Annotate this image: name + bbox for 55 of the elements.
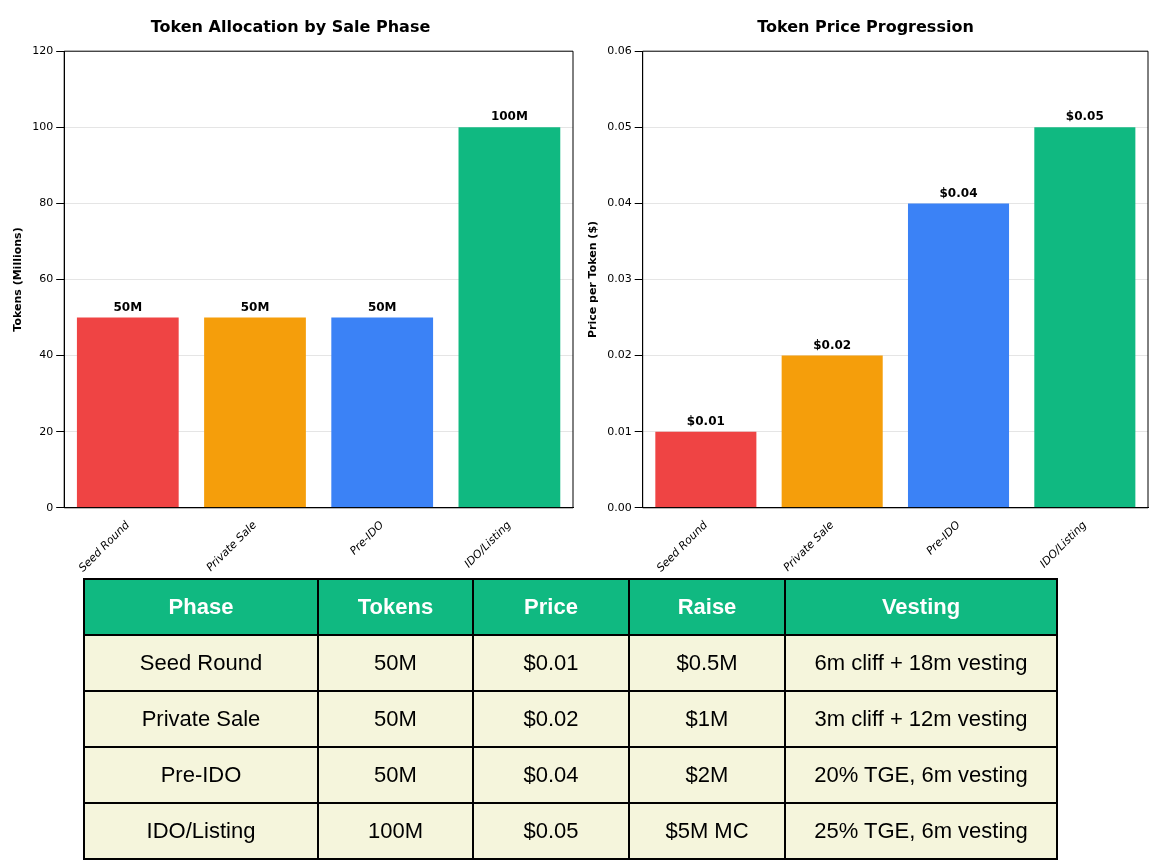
- y-tick-label: 0.05: [607, 120, 632, 134]
- data-label: 100M: [490, 109, 528, 124]
- category-label: Raise: [629, 579, 785, 635]
- y-tick-label: 0.03: [607, 272, 632, 286]
- y-tick-label: 0.00: [607, 500, 632, 514]
- y-tick-label: 0.04: [607, 196, 632, 210]
- category-label: Price: [473, 579, 629, 635]
- text: 50M: [374, 706, 417, 731]
- y-axis-title: Tokens (Millions): [11, 227, 25, 332]
- y-tick-label: 120: [32, 44, 54, 58]
- text: $0.01: [523, 650, 579, 675]
- text: 25% TGE, 6m vesting: [814, 818, 1028, 843]
- y-tick-label: 0.02: [607, 348, 632, 362]
- y-tick-label: 0.01: [607, 424, 632, 438]
- data-label: $0.01: [686, 413, 725, 428]
- text: $0.05: [523, 818, 579, 843]
- category-label: Vesting: [785, 579, 1057, 635]
- text: 3m cliff + 12m vesting: [814, 706, 1028, 731]
- text: 50M: [374, 650, 417, 675]
- data-label: 50M: [113, 299, 143, 314]
- text: 100M: [367, 818, 424, 843]
- bar: [655, 431, 757, 508]
- text: Pre-IDO: [160, 762, 242, 787]
- text: $0.5M: [676, 650, 738, 675]
- bar: [1034, 127, 1136, 508]
- bar: [907, 203, 1010, 508]
- y-tick-label: 0: [46, 500, 54, 514]
- category-label: Tokens: [318, 579, 473, 635]
- text: $2M: [685, 762, 729, 787]
- text: $1M: [685, 706, 729, 731]
- text: Private Sale: [141, 706, 261, 731]
- category-label: Phase: [84, 579, 318, 635]
- y-tick-label: 40: [39, 348, 54, 362]
- text: Seed Round: [139, 650, 263, 675]
- chart-title: Token Price Progression: [757, 16, 974, 36]
- chart-title: Token Allocation by Sale Phase: [150, 16, 431, 36]
- y-tick-label: 0.06: [607, 44, 632, 58]
- text: $5M MC: [665, 818, 749, 843]
- y-tick-label: 60: [39, 272, 54, 286]
- y-tick-label: 80: [39, 196, 54, 210]
- data-label: 50M: [240, 299, 270, 314]
- data-label: $0.04: [939, 185, 978, 200]
- y-tick-label: 20: [39, 424, 54, 438]
- data-label: $0.02: [813, 337, 852, 352]
- data-label: $0.05: [1065, 109, 1104, 124]
- data-label: 50M: [367, 299, 397, 314]
- y-tick-label: 100: [32, 120, 54, 134]
- text: 50M: [374, 762, 417, 787]
- text: 6m cliff + 18m vesting: [814, 650, 1028, 675]
- text: 20% TGE, 6m vesting: [814, 762, 1028, 787]
- y-axis-title: Price per Token ($): [586, 220, 600, 339]
- text: IDO/Listing: [146, 818, 256, 843]
- bar: [781, 355, 883, 508]
- text: $0.04: [523, 762, 579, 787]
- text: $0.02: [523, 706, 579, 731]
